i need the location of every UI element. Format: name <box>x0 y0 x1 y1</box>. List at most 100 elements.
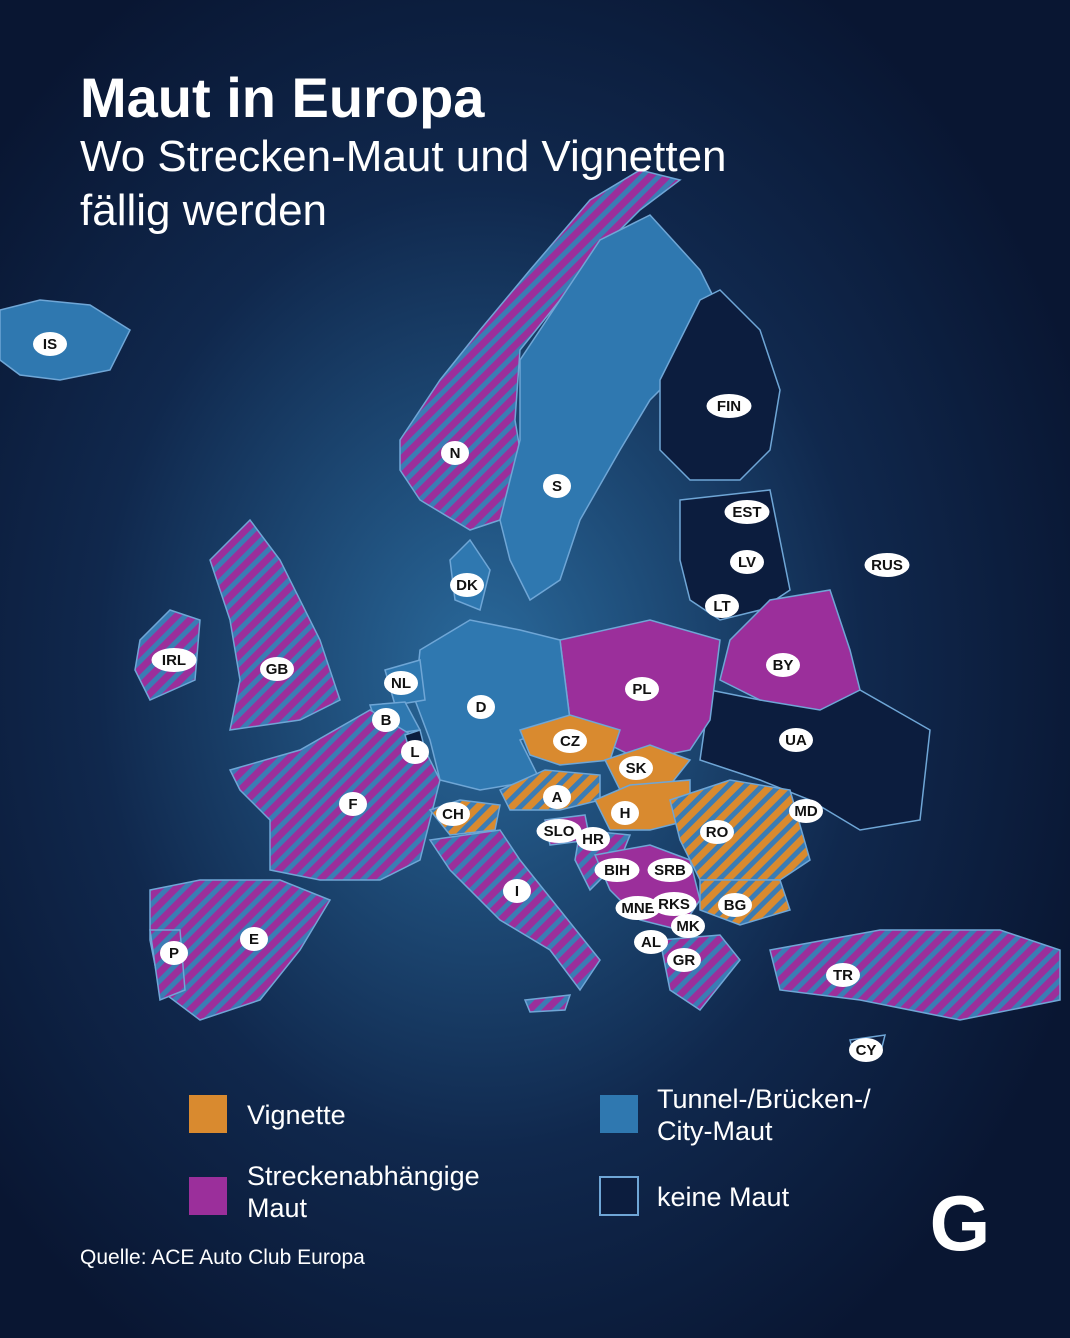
country-label: D <box>476 699 487 716</box>
label-badge <box>553 729 587 753</box>
legend-line: City-Maut <box>657 1116 773 1146</box>
source: Quelle: ACE Auto Club Europa <box>80 1246 365 1269</box>
turkey <box>769 929 1061 1021</box>
country-label: S <box>552 478 562 495</box>
label-badge <box>615 896 661 920</box>
country-label: LV <box>738 554 756 571</box>
legend: Vignette Streckenabhängige Maut Tunnel-/Brü… <box>189 1084 871 1223</box>
country-label: HR <box>582 831 604 848</box>
country-label: MNE <box>621 900 654 917</box>
label-badge <box>401 740 429 764</box>
label-badge <box>647 858 693 882</box>
legend-swatch <box>189 1177 227 1215</box>
label-badge <box>625 677 659 701</box>
label-badge <box>339 792 367 816</box>
france <box>228 709 441 881</box>
country-label: I <box>515 883 519 900</box>
country-label: A <box>552 789 563 806</box>
label-badge <box>503 879 531 903</box>
label-badge <box>779 728 813 752</box>
label-badge <box>718 893 752 917</box>
country-label: H <box>620 805 631 822</box>
legend-line: Tunnel-/Brücken-/ <box>657 1084 871 1114</box>
label-badge <box>789 799 823 823</box>
country-label: SLO <box>544 823 575 840</box>
label-badge <box>441 441 469 465</box>
country-label: N <box>450 445 461 462</box>
legend-line: Streckenabhängige <box>247 1161 480 1191</box>
country-label: GB <box>266 661 289 678</box>
country-label: MK <box>676 918 699 935</box>
country-label: GR <box>673 952 696 969</box>
subtitle-line: fällig werden <box>80 186 328 235</box>
label-badge <box>576 827 610 851</box>
country-label: B <box>381 712 392 729</box>
country-label: AL <box>641 934 661 951</box>
label-badge <box>634 930 668 954</box>
country-label: PL <box>632 681 651 698</box>
country-label: CY <box>856 1042 877 1059</box>
country-label: BG <box>724 897 747 914</box>
subtitle-line: Wo Strecken-Maut und Vignetten <box>80 132 727 181</box>
label-badge <box>700 820 734 844</box>
sicily <box>523 994 572 1013</box>
italy <box>428 829 601 992</box>
country-label: F <box>348 796 357 813</box>
country-label: CZ <box>560 733 580 750</box>
label-badge <box>240 927 268 951</box>
legend-swatch <box>600 1095 638 1133</box>
label-badge <box>619 756 653 780</box>
label-badge <box>667 948 701 972</box>
country-label: MD <box>794 803 817 820</box>
label-badge <box>724 500 770 524</box>
country-label: IS <box>43 336 57 353</box>
legend-swatch <box>189 1095 227 1133</box>
legend-line: keine Maut <box>657 1182 790 1212</box>
finland <box>659 289 781 481</box>
country-label: IRL <box>162 652 186 669</box>
label-badge <box>766 653 800 677</box>
label-badge <box>705 594 739 618</box>
label-badge <box>594 858 640 882</box>
label-badge <box>467 695 495 719</box>
label-badge <box>611 801 639 825</box>
label-badge <box>543 474 571 498</box>
great-britain <box>209 518 341 731</box>
label-badge <box>864 553 910 577</box>
label-badge <box>33 332 67 356</box>
country-label: FIN <box>717 398 741 415</box>
label-badge <box>849 1038 883 1062</box>
country-label: DK <box>456 577 478 594</box>
label-badge <box>651 892 697 916</box>
country-label: TR <box>833 967 853 984</box>
label-badge <box>151 648 197 672</box>
country-label: RO <box>706 824 729 841</box>
country-label: P <box>169 945 179 962</box>
label-badge <box>450 573 484 597</box>
country-labels: IS N S FIN EST LV RUS LT DK IRL GB NL BY PL B D L CZ UA SK A… <box>33 332 910 1062</box>
label-badge <box>730 550 764 574</box>
country-label: RUS <box>871 557 903 574</box>
label-badge <box>536 819 582 843</box>
brand-logo: G <box>930 1179 991 1267</box>
country-label: LT <box>713 598 730 615</box>
country-label: RKS <box>658 896 690 913</box>
romania <box>669 779 811 881</box>
header: Maut in Europa Wo Strecken-Maut und Vign… <box>80 66 727 238</box>
label-badge <box>543 785 571 809</box>
country-label: BY <box>773 657 794 674</box>
legend-label: keine Maut <box>657 1182 790 1212</box>
label-badge <box>384 671 418 695</box>
country-label: BIH <box>604 862 630 879</box>
country-label: SRB <box>654 862 686 879</box>
legend-line: Maut <box>247 1193 308 1223</box>
countries <box>0 169 1061 1059</box>
label-badge <box>706 394 752 418</box>
country-label: E <box>249 931 259 948</box>
label-badge <box>671 914 705 938</box>
legend-swatch <box>599 1176 639 1216</box>
country-label: SK <box>626 760 647 777</box>
legend-line: Vignette <box>247 1100 346 1130</box>
label-badge <box>160 941 188 965</box>
